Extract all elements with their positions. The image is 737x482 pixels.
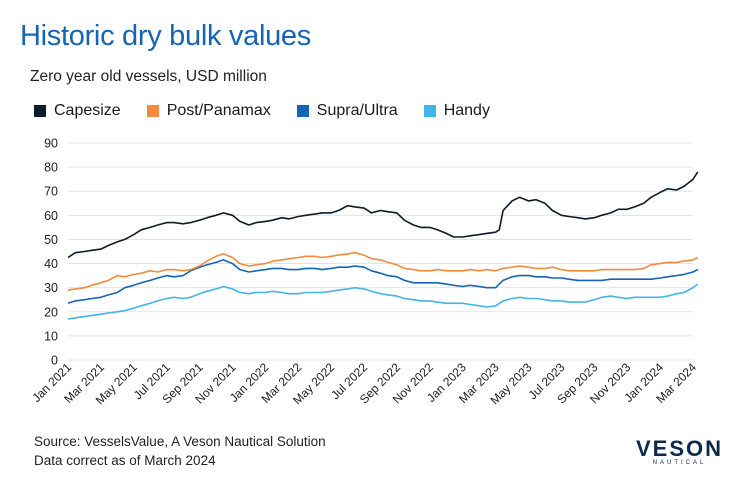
legend-label-post-panamax: Post/Panamax <box>166 102 271 119</box>
legend-item-handy: Handy <box>423 102 490 120</box>
y-tick-label: 10 <box>44 329 58 343</box>
source-line: Source: VesselsValue, A Veson Nautical S… <box>34 434 326 449</box>
legend-item-capesize: Capesize <box>34 102 121 120</box>
series-line-supra-ultra <box>67 259 699 305</box>
y-tick-label: 0 <box>51 354 58 368</box>
y-tick-label: 80 <box>44 161 58 175</box>
chart-title: Historic dry bulk values <box>20 20 311 52</box>
legend-swatch-supra-ultra <box>296 105 309 117</box>
y-tick-label: 90 <box>44 137 58 151</box>
series-line-capesize <box>67 171 699 259</box>
legend-label-supra-ultra: Supra/Ultra <box>316 102 398 119</box>
logo-subtext: NAUTICAL <box>652 460 707 466</box>
source-note: Source: VesselsValue, A Veson Nautical S… <box>34 432 326 470</box>
legend-label-capesize: Capesize <box>54 102 121 119</box>
legend-swatch-capesize <box>34 105 46 117</box>
chart-legend: Capesize Post/Panamax Supra/Ultra Handy <box>34 102 490 120</box>
legend-swatch-handy <box>423 105 436 117</box>
series-line-handy <box>67 283 699 320</box>
y-tick-label: 60 <box>44 209 58 223</box>
y-tick-label: 20 <box>44 305 58 319</box>
series-line-post-panamax <box>67 251 699 291</box>
legend-swatch-post-panamax <box>146 105 159 117</box>
legend-item-post-panamax: Post/Panamax <box>146 102 271 120</box>
y-tick-label: 70 <box>44 185 58 199</box>
legend-item-supra-ultra: Supra/Ultra <box>296 102 398 120</box>
y-tick-label: 40 <box>44 257 58 271</box>
chart-subtitle: Zero year old vessels, USD million <box>30 68 267 85</box>
y-tick-label: 50 <box>44 233 58 247</box>
veson-logo: VESON NAUTICAL <box>636 436 723 466</box>
y-tick-label: 30 <box>44 281 58 295</box>
logo-wordmark: VESON <box>636 436 724 461</box>
legend-label-handy: Handy <box>443 102 490 119</box>
data-date-line: Data correct as of March 2024 <box>34 453 216 468</box>
